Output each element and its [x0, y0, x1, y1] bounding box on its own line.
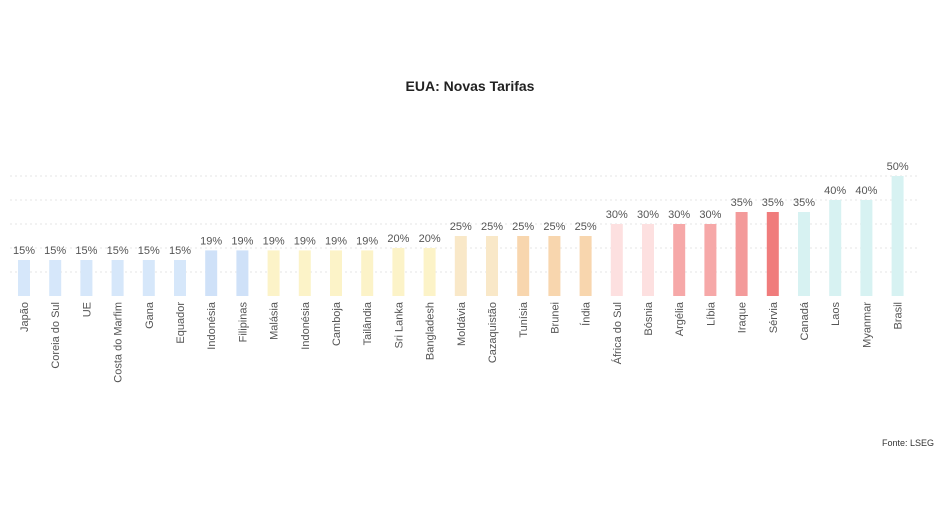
category-tick-label: Camboja — [331, 301, 343, 346]
data-label: 35% — [731, 197, 753, 209]
data-label: 20% — [419, 233, 441, 245]
category-tick-label: Sérvia — [768, 301, 780, 333]
data-label: 35% — [793, 197, 815, 209]
bar — [642, 224, 654, 296]
bar — [517, 236, 530, 296]
data-label: 40% — [855, 185, 877, 197]
data-label: 19% — [263, 235, 285, 247]
data-label: 19% — [200, 235, 222, 247]
data-label: 25% — [543, 221, 565, 233]
bar — [548, 236, 561, 296]
data-label: 35% — [762, 197, 784, 209]
category-tick-label: Bósnia — [643, 301, 655, 336]
data-label: 20% — [387, 233, 409, 245]
data-label: 19% — [325, 235, 347, 247]
category-tick-label: Canadá — [799, 301, 811, 340]
data-label: 19% — [231, 235, 253, 247]
category-tick-label: Malásia — [269, 301, 281, 340]
data-label: 15% — [138, 245, 160, 257]
bar — [829, 200, 842, 296]
bar — [111, 260, 124, 296]
bar — [392, 248, 405, 296]
data-label: 25% — [481, 221, 503, 233]
bar — [80, 260, 93, 296]
bar — [236, 250, 249, 296]
category-tick-label: Bangladesh — [425, 302, 437, 360]
category-tick-label: África do Sul — [611, 302, 624, 364]
bar — [891, 176, 904, 296]
category-tick-label: Filipinas — [237, 302, 249, 343]
bar — [704, 224, 717, 296]
data-label: 25% — [450, 221, 472, 233]
category-tick-label: Iraque — [737, 302, 749, 333]
category-tick-label: Sri Lanka — [393, 301, 405, 348]
category-tick-label: UE — [81, 302, 93, 317]
data-label: 30% — [606, 209, 628, 221]
bar — [49, 260, 62, 296]
bar — [330, 250, 342, 296]
bar — [860, 200, 873, 296]
data-label: 15% — [44, 245, 66, 257]
bar — [735, 212, 748, 296]
bar — [673, 224, 686, 296]
bar — [18, 260, 30, 296]
data-label: 25% — [575, 221, 597, 233]
bar — [174, 260, 186, 296]
data-label: 30% — [699, 209, 721, 221]
data-label: 30% — [637, 209, 659, 221]
bar — [798, 212, 810, 296]
bar — [423, 248, 436, 296]
bar — [205, 250, 218, 296]
category-tick-label: Japão — [19, 302, 31, 332]
source-note: Fonte: LSEG — [881, 438, 934, 448]
category-tick-label: Costa do Marfim — [113, 302, 125, 383]
data-label: 25% — [512, 221, 534, 233]
category-tick-label: Brasil — [893, 302, 905, 330]
data-label: 19% — [294, 235, 316, 247]
category-tick-label: Coreia do Sul — [50, 302, 62, 369]
category-tick-label: Laos — [830, 302, 842, 326]
data-label: 15% — [107, 245, 129, 257]
data-label: 15% — [75, 245, 97, 257]
data-label: 50% — [887, 161, 909, 173]
chart-title: EUA: Novas Tarifas — [405, 78, 535, 94]
bar — [579, 236, 592, 296]
data-label: 40% — [824, 185, 846, 197]
category-tick-label: Líbia — [705, 301, 717, 326]
data-label: 19% — [356, 235, 378, 247]
bar — [766, 212, 779, 296]
category-tick-label: Equador — [175, 302, 187, 344]
category-tick-label: Indonésia — [206, 301, 218, 350]
bar — [610, 224, 623, 296]
data-label: 15% — [169, 245, 191, 257]
bar — [454, 236, 467, 296]
category-tick-label: Cazaquistão — [487, 302, 499, 363]
bar — [267, 250, 280, 296]
category-tick-label: Brunei — [549, 302, 561, 334]
category-tick-label: Indonésia — [300, 301, 312, 350]
data-label: 30% — [668, 209, 690, 221]
category-tick-label: Myanmar — [861, 302, 873, 348]
category-tick-label: Índia — [580, 301, 593, 326]
category-tick-label: Moldávia — [456, 301, 468, 346]
category-tick-label: Tunísia — [518, 301, 530, 338]
category-tick-label: Argélia — [674, 301, 686, 336]
bar — [298, 250, 311, 296]
category-tick-label: Tailândia — [362, 301, 374, 345]
data-label: 15% — [13, 245, 35, 257]
bar — [361, 250, 374, 296]
category-tick-label: Gana — [144, 301, 156, 329]
bar — [486, 236, 498, 296]
bar — [142, 260, 155, 296]
